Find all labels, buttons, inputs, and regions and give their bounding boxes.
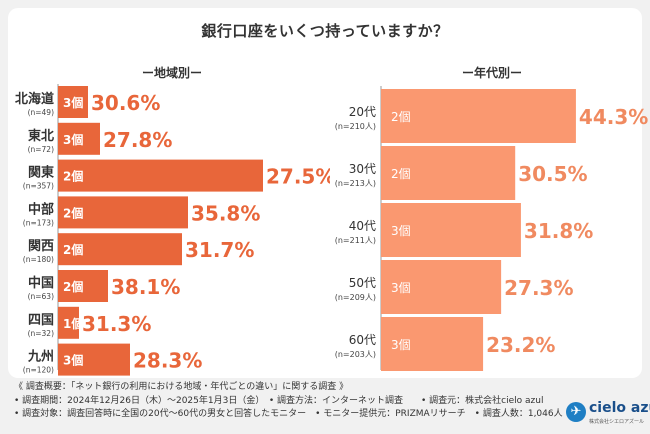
region-value-label: 30.6%	[91, 91, 160, 115]
region-sample-size: (n=180)	[23, 255, 54, 264]
region-sample-size: (n=49)	[28, 108, 55, 117]
logo-sub: 株式会社シエロアズール	[589, 419, 645, 425]
region-value-label: 27.8%	[103, 128, 172, 152]
company-logo: ✈ cielo azul 株式会社シエロアズール	[566, 400, 650, 430]
footer-line-2: • 調査期間：2024年12月26日（木）〜2025年1月3日（金） • 調査方…	[14, 395, 544, 406]
region-category-label: 東北	[28, 128, 54, 144]
region-bar	[58, 343, 130, 376]
region-value-label: 38.1%	[111, 275, 180, 299]
region-sample-size: (n=63)	[28, 292, 55, 301]
region-value-label: 31.7%	[185, 238, 254, 262]
region-category-label: 四国	[28, 313, 54, 328]
age-section-title: ー年代別ー	[462, 66, 523, 80]
region-bar	[58, 122, 100, 155]
region-bar	[58, 270, 108, 302]
region-bar-label: 3個	[63, 132, 83, 147]
region-bar-label: 2個	[63, 279, 83, 294]
region-bar	[58, 306, 79, 339]
footer-line-3: • 調査対象：調査回答時に全国の20代〜60代の男女と回答したモニター • モニ…	[14, 409, 563, 419]
bird-icon: ✈	[566, 402, 586, 422]
footer-line-1: 《 調査概要：「ネット銀行の利用における地域・年代ごとの違い」に関する調査 》	[14, 382, 349, 392]
region-value-label: 31.3%	[82, 312, 151, 336]
region-sample-size: (n=357)	[23, 182, 54, 191]
region-category-label: 中国	[28, 275, 54, 291]
region-bar	[58, 86, 88, 118]
region-bar-label: 2個	[63, 205, 83, 220]
region-bar-label: 2個	[63, 169, 83, 184]
region-bar	[58, 159, 263, 192]
logo-name: cielo azul	[589, 400, 650, 416]
region-category-label: 北海道	[15, 91, 54, 107]
region-bar-chart: 北海道(n=49) 3個 30.6% 東北(n=72) 3個 27.8% 関東(n=357)…	[15, 84, 330, 376]
region-bar	[58, 196, 188, 229]
region-bar-label: 2個	[63, 242, 83, 257]
region-category-label: 九州	[27, 350, 54, 365]
page-title: 銀行口座をいくつ持っていますか？	[201, 22, 449, 40]
region-bar-label: 3個	[63, 353, 83, 368]
region-value-label: 27.5%	[266, 165, 330, 189]
region-sample-size: (n=173)	[23, 218, 54, 227]
region-category-label: 関東	[28, 165, 54, 181]
region-value-label: 28.3%	[133, 349, 202, 373]
region-category-label: 中部	[28, 201, 54, 217]
region-bar	[58, 233, 182, 266]
region-value-label: 35.8%	[191, 201, 260, 225]
region-section-title: ー地域別ー	[142, 66, 203, 80]
region-bar-label: 3個	[63, 95, 83, 110]
chart-card	[8, 8, 642, 378]
region-sample-size: (n=120)	[23, 366, 54, 375]
region-sample-size: (n=32)	[28, 329, 55, 338]
survey-footer: 《 調査概要：「ネット銀行の利用における地域・年代ごとの違い」に関する調査 》 …	[14, 381, 574, 422]
region-bar-label: 1個	[63, 316, 83, 331]
region-sample-size: (n=72)	[28, 145, 55, 154]
region-category-label: 関西	[28, 239, 54, 254]
